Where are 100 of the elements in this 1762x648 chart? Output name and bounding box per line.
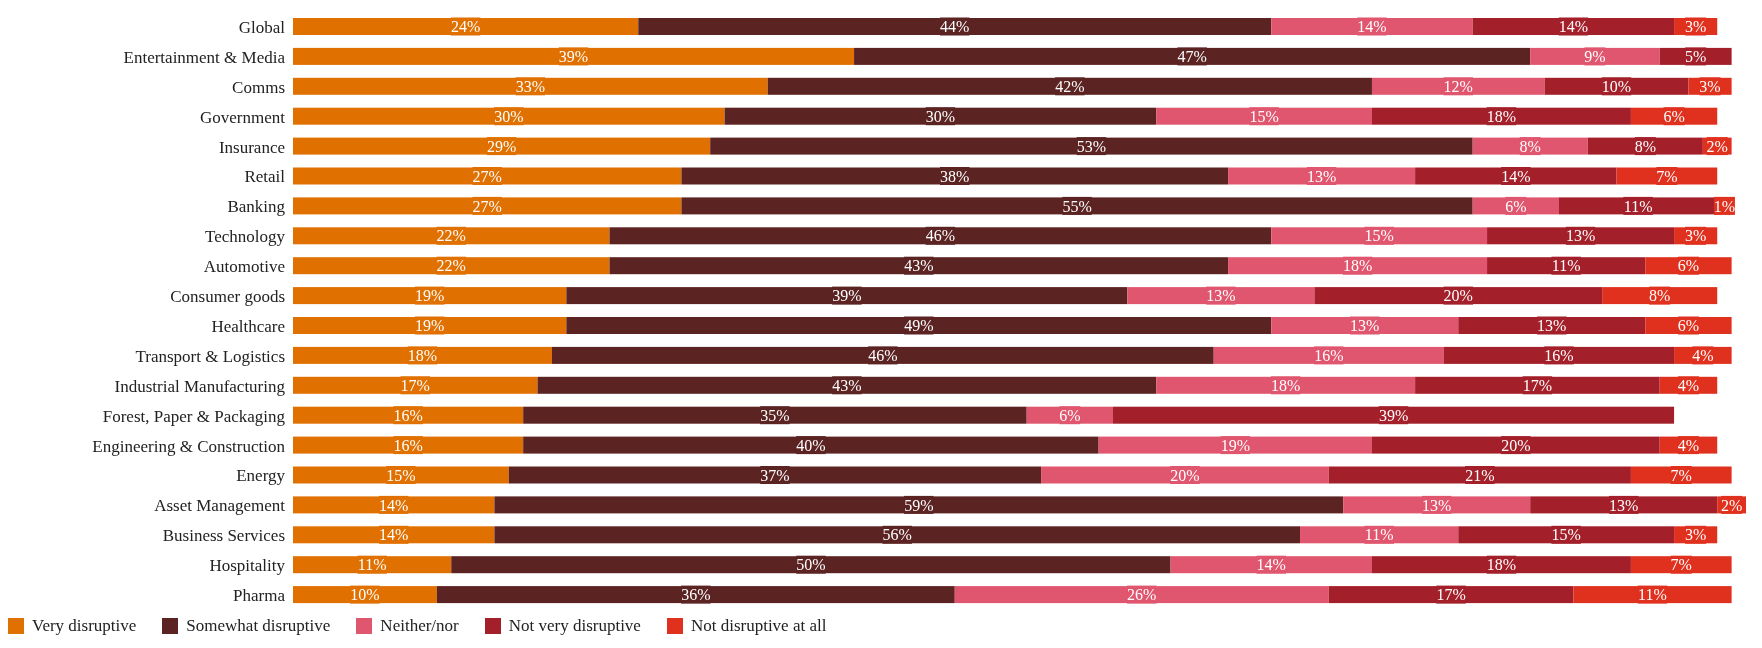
data-label: 3% — [1684, 526, 1707, 544]
data-label: 4% — [1692, 347, 1714, 364]
y-tick-label: Automotive — [203, 257, 285, 277]
data-label: 22% — [436, 257, 466, 275]
data-label: 10% — [350, 586, 380, 604]
y-tick-label: Transport & Logistics — [135, 346, 285, 366]
data-label: 17% — [1436, 586, 1466, 604]
data-label: 50% — [796, 556, 826, 574]
data-label: 55% — [1062, 197, 1092, 215]
legend-label: Very disruptive — [32, 616, 137, 636]
data-label: 27% — [472, 167, 502, 185]
data-label: 3% — [1699, 77, 1721, 95]
data-label: 6% — [1663, 107, 1685, 125]
y-tick-label: Healthcare — [211, 316, 285, 336]
data-label: 19% — [415, 317, 445, 335]
data-label: 1% — [1713, 197, 1736, 215]
data-label: 16% — [1314, 347, 1344, 364]
y-tick-label: Government — [200, 107, 286, 127]
data-label: 14% — [1357, 18, 1387, 36]
data-label: 4% — [1677, 376, 1700, 394]
data-label: 18% — [1342, 257, 1373, 275]
data-label: 7% — [1670, 556, 1692, 574]
data-label: 39% — [558, 48, 589, 65]
data-label: 7% — [1670, 466, 1692, 484]
data-label: 43% — [904, 257, 934, 275]
data-label: 30% — [925, 107, 956, 125]
data-label: 42% — [1055, 77, 1085, 95]
data-label: 14% — [1558, 18, 1589, 36]
data-label: 39% — [1378, 406, 1409, 424]
y-tick-label: Pharma — [233, 586, 286, 606]
data-label: 6% — [1505, 197, 1527, 215]
data-label: 13% — [1306, 167, 1337, 185]
legend-label: Not very disruptive — [508, 616, 641, 636]
y-tick-label: Banking — [227, 197, 286, 217]
y-tick-label: Asset Management — [154, 496, 286, 516]
data-label: 18% — [1270, 376, 1301, 394]
y-tick-label: Retail — [244, 167, 286, 187]
data-label: 44% — [940, 18, 970, 36]
data-label: 15% — [386, 466, 416, 484]
data-label: 12% — [1443, 77, 1473, 95]
data-label: 9% — [1584, 48, 1606, 65]
data-label: 40% — [796, 436, 826, 454]
data-label: 47% — [1177, 48, 1207, 65]
data-label: 8% — [1634, 137, 1656, 155]
data-label: 18% — [1486, 556, 1517, 574]
data-label: 3% — [1684, 227, 1707, 245]
data-label: 29% — [486, 137, 517, 155]
data-label: 22% — [436, 227, 466, 245]
data-label: 39% — [832, 287, 862, 305]
y-tick-label: Entertainment & Media — [123, 47, 286, 67]
data-label: 38% — [940, 167, 970, 185]
data-label: 18% — [407, 347, 438, 364]
data-label: 30% — [494, 107, 524, 125]
data-label: 11% — [1551, 257, 1581, 275]
data-label: 19% — [1220, 436, 1250, 454]
data-label: 3% — [1684, 18, 1707, 36]
data-label: 11% — [1364, 526, 1394, 544]
y-tick-label: Forest, Paper & Packaging — [102, 406, 286, 426]
data-label: 20% — [1501, 436, 1531, 454]
data-label: 6% — [1059, 406, 1081, 424]
data-label: 13% — [1422, 496, 1452, 514]
data-label: 16% — [393, 436, 423, 454]
data-label: 16% — [393, 406, 423, 424]
data-label: 13% — [1206, 287, 1236, 305]
y-tick-label: Consumer goods — [170, 287, 285, 307]
data-label: 2% — [1706, 137, 1728, 155]
data-label: 13% — [1350, 317, 1380, 335]
y-tick-label: Industrial Manufacturing — [114, 376, 286, 396]
data-label: 43% — [832, 376, 862, 394]
data-label: 10% — [1601, 77, 1632, 95]
y-tick-label: Global — [238, 17, 286, 37]
data-label: 11% — [1623, 197, 1653, 215]
data-label: 13% — [1565, 227, 1596, 245]
data-label: 15% — [1249, 107, 1279, 125]
data-label: 6% — [1677, 257, 1700, 275]
legend-label: Not disruptive at all — [690, 616, 827, 636]
data-label: 56% — [882, 526, 912, 544]
data-label: 46% — [868, 347, 898, 364]
data-label: 24% — [450, 18, 481, 36]
data-label: 4% — [1677, 436, 1700, 454]
legend-label: Neither/nor — [380, 616, 459, 636]
data-label: 8% — [1519, 137, 1541, 155]
data-label: 17% — [400, 376, 430, 394]
data-label: 15% — [1364, 227, 1394, 245]
data-label: 46% — [925, 227, 956, 245]
legend-label: Somewhat disruptive — [186, 616, 331, 636]
data-label: 5% — [1684, 48, 1707, 65]
data-label: 19% — [415, 287, 445, 305]
data-label: 2% — [1720, 496, 1743, 514]
data-label: 13% — [1609, 496, 1639, 514]
y-tick-label: Engineering & Construction — [92, 436, 286, 456]
data-label: 15% — [1551, 526, 1581, 544]
data-label: 8% — [1649, 287, 1671, 305]
data-label: 33% — [515, 77, 546, 95]
data-label: 14% — [1501, 167, 1531, 185]
data-label: 36% — [681, 586, 711, 604]
data-label: 49% — [904, 317, 934, 335]
y-tick-label: Insurance — [218, 137, 285, 157]
data-label: 37% — [760, 466, 790, 484]
data-label: 6% — [1677, 317, 1700, 335]
